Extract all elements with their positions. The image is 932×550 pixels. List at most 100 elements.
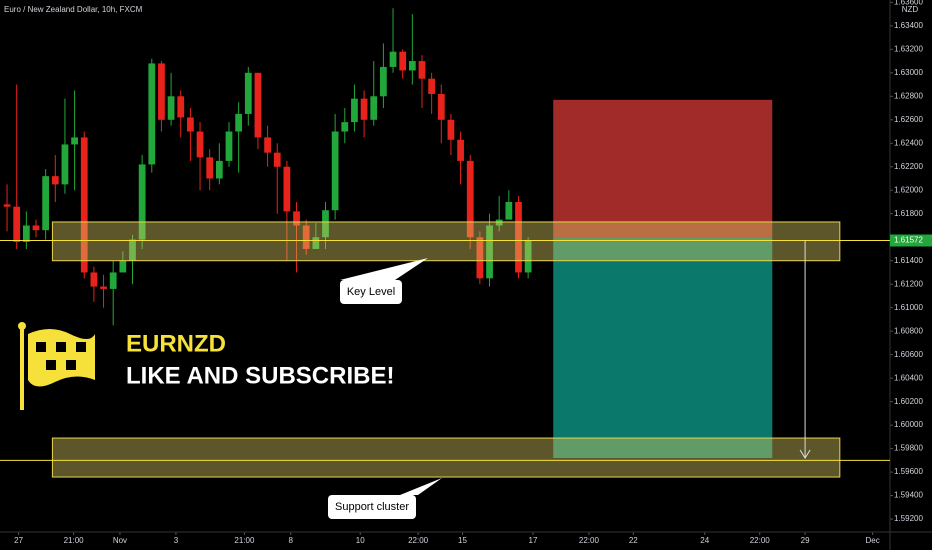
x-tick-label: 22:00 (408, 536, 429, 545)
candle-body (476, 237, 484, 279)
price-label: 1.61572 (894, 236, 923, 245)
candle-body (187, 117, 194, 132)
candle-body (3, 204, 11, 207)
candle-body (466, 160, 474, 238)
zone (51, 221, 841, 262)
x-tick-label: Dec (866, 536, 880, 545)
candle-body (302, 225, 310, 249)
candle-body (196, 131, 204, 158)
candle-body (447, 119, 455, 140)
candle-body (360, 98, 368, 120)
candle-body (244, 72, 252, 114)
support-callout: Support cluster (328, 478, 442, 519)
x-tick-label: Nov (113, 536, 127, 545)
candle-body (408, 61, 416, 71)
zone (51, 437, 841, 478)
subscribe-text: LIKE AND SUBSCRIBE! (126, 362, 394, 389)
x-tick-label: 22 (629, 536, 638, 545)
y-tick-label: 1.59200 (894, 514, 923, 523)
x-tick-label: 3 (174, 536, 179, 545)
key-level-callout: Key Level (340, 258, 428, 304)
candle-body (109, 272, 117, 289)
currency: NZD (902, 5, 919, 14)
candle-body (80, 137, 88, 273)
candle-body (61, 144, 69, 185)
candle-body (215, 160, 223, 179)
candle-body (129, 239, 136, 261)
x-tick-label: 22:00 (579, 536, 600, 545)
y-tick-label: 1.60200 (894, 397, 923, 406)
candle-body (428, 78, 436, 94)
y-tick-label: 1.62000 (894, 185, 923, 194)
y-tick-label: 1.62400 (894, 138, 923, 147)
y-tick-label: 1.59600 (894, 467, 923, 476)
candle-body (254, 72, 262, 138)
x-tick-label: 10 (356, 536, 365, 545)
candle-body (505, 201, 513, 220)
y-tick-label: 1.59800 (894, 444, 923, 453)
y-tick-label: 1.63400 (894, 21, 923, 30)
candle-body (312, 237, 320, 249)
candle-body (167, 96, 175, 120)
candle-body (293, 211, 300, 226)
chart-title: Euro / New Zealand Dollar, 10h, FXCM (4, 5, 143, 14)
stop-box (553, 99, 773, 238)
candle-body (380, 66, 387, 97)
candle-body (331, 131, 339, 211)
candle-body (341, 122, 349, 132)
candle-body (32, 225, 40, 231)
candle-body (486, 225, 493, 279)
y-tick-label: 1.61800 (894, 209, 923, 218)
x-tick-label: 22:00 (750, 536, 771, 545)
candle-body (206, 157, 214, 179)
x-tick-label: 17 (529, 536, 538, 545)
x-tick-label: 27 (14, 536, 23, 545)
candle-body (515, 201, 522, 273)
candle-body (264, 137, 271, 153)
candle-body (495, 219, 503, 226)
x-tick-label: 8 (289, 536, 294, 545)
candle-body (158, 63, 165, 120)
candle-body (119, 260, 127, 273)
y-tick-label: 1.63600 (894, 0, 923, 6)
candle-body (90, 272, 98, 287)
candle-body (351, 98, 358, 123)
candle-body (457, 139, 464, 161)
y-tick-label: 1.62200 (894, 162, 923, 171)
candle-body (51, 176, 59, 185)
arrow-head (799, 449, 811, 459)
candle-body (177, 96, 185, 118)
y-tick-label: 1.61400 (894, 256, 923, 265)
candle-body (100, 286, 107, 289)
candle-body (389, 51, 397, 67)
y-tick-label: 1.62800 (894, 91, 923, 100)
x-tick-label: 21:00 (64, 536, 85, 545)
x-tick-label: 29 (801, 536, 810, 545)
candle-body (13, 206, 21, 242)
candle-body (322, 210, 329, 238)
y-tick-label: 1.60800 (894, 326, 923, 335)
y-tick-label: 1.60600 (894, 350, 923, 359)
candle-body (273, 152, 281, 167)
candle-body (22, 225, 30, 242)
candle-body (235, 113, 243, 132)
candle-body (71, 137, 78, 145)
flag-icon (18, 322, 95, 410)
candle-body (138, 164, 146, 240)
callout-text: Support cluster (335, 501, 409, 513)
y-tick-label: 1.61200 (894, 279, 923, 288)
candle-body (437, 93, 445, 120)
symbol-text: EURNZD (126, 330, 226, 357)
candle-body (42, 176, 50, 231)
y-tick-label: 1.59400 (894, 491, 923, 500)
candle-body (418, 61, 426, 79)
candle-body (225, 131, 233, 161)
price-label-bg (890, 234, 932, 247)
candle-body (524, 240, 532, 273)
candle-body (283, 166, 291, 212)
y-tick-label: 1.62600 (894, 115, 923, 124)
y-tick-label: 1.60400 (894, 373, 923, 382)
